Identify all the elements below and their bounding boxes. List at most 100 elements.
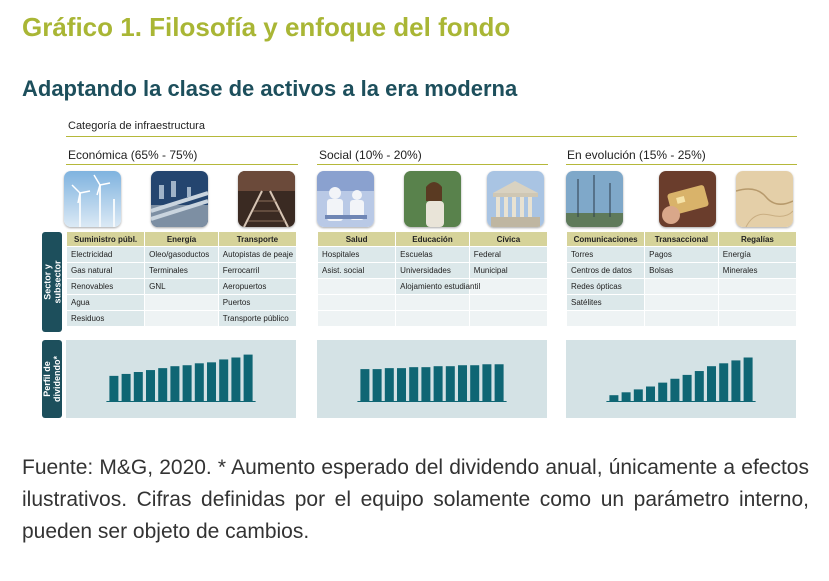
column-header: Comunicaciones: [567, 232, 645, 246]
subsector-cell: Renovables: [67, 279, 145, 294]
civic-building-photo: [487, 171, 544, 227]
column-header: Suministro públ.: [67, 232, 145, 246]
column-header: Transaccional: [645, 232, 718, 246]
dividend-bar: [621, 392, 631, 401]
dividend-bar: [482, 364, 492, 401]
column-header: Regalías: [718, 232, 796, 246]
dividend-bar: [445, 366, 455, 401]
table-row: Torres Pagos Energía: [567, 247, 796, 262]
group-title-economica: Económica (65% - 75%): [68, 148, 198, 162]
subsector-cell: Universidades: [396, 263, 469, 278]
subsector-cell: Agua: [67, 295, 145, 310]
dividend-bar: [421, 367, 431, 401]
subsector-cell: Bolsas: [645, 263, 718, 278]
subsector-cell: [318, 295, 396, 310]
subsector-cell: [567, 311, 645, 326]
dividend-bar: [494, 364, 504, 401]
dividend-panel-economica: [66, 340, 296, 418]
subsector-cell: Municipal: [469, 263, 547, 278]
table-row: Redes ópticas: [567, 279, 796, 294]
subsector-cell: [645, 279, 718, 294]
table-row: [567, 311, 796, 326]
table-row: Gas natural Terminales Ferrocarril: [67, 263, 296, 278]
dividend-bar: [409, 367, 419, 401]
source-footnote: Fuente: M&G, 2020. * Aumento esperado de…: [22, 456, 809, 543]
dividend-bar: [433, 366, 443, 401]
dividend-bar: [646, 386, 655, 401]
subsector-cell: [318, 311, 396, 326]
dividend-bar: [682, 374, 692, 401]
dividend-bar: [109, 375, 119, 401]
table-row: Alojamiento estudiantil: [318, 279, 547, 294]
dividend-bar: [397, 368, 406, 401]
subsector-cell: Aeropuertos: [218, 279, 296, 294]
subsector-cell: [396, 295, 469, 310]
subsector-cell: [718, 311, 796, 326]
dividend-bar: [158, 368, 168, 401]
column-header: Transporte: [218, 232, 296, 246]
table-row: [318, 295, 547, 310]
dividend-bar: [694, 371, 704, 401]
subsector-cell: [718, 295, 796, 310]
dividend-bar: [360, 369, 370, 401]
chart-title: Gráfico 1. Filosofía y enfoque del fondo: [22, 12, 511, 42]
subsector-cell: Autopistas de peaje: [218, 247, 296, 262]
group-rule-economica: [66, 164, 298, 165]
group-title-evolucion: En evolución (15% - 25%): [567, 148, 706, 162]
subsector-cell: [145, 295, 218, 310]
dividend-bar: [372, 369, 382, 401]
subsector-cell: [718, 279, 796, 294]
subsector-cell: Terminales: [145, 263, 218, 278]
sector-table-evolucion: Comunicaciones Transaccional Regalías Torre…: [566, 231, 797, 327]
group-rule-evolucion: [566, 164, 797, 165]
subsector-cell: [645, 295, 718, 310]
subsector-cell: Pagos: [645, 247, 718, 262]
dividend-bar: [207, 362, 216, 401]
dividend-bar: [670, 378, 680, 401]
dividend-bar: [743, 357, 753, 401]
subsector-cell: Minerales: [718, 263, 796, 278]
subsector-cell: [469, 311, 547, 326]
dividend-bar: [182, 365, 192, 401]
classroom-photo: [404, 171, 461, 227]
subsector-cell: Asist. social: [318, 263, 396, 278]
chart-subtitle: Adaptando la clase de activos a la era m…: [22, 76, 518, 101]
dividend-chart-social: [357, 364, 507, 402]
subsector-cell: Electricidad: [67, 247, 145, 262]
dividend-chart-economica: [106, 354, 256, 402]
dividend-panel-evolucion: [566, 340, 796, 418]
dividend-bar: [133, 372, 143, 401]
dividend-bar: [658, 382, 668, 401]
dividend-bar: [633, 389, 643, 401]
table-row: Centros de datos Bolsas Minerales: [567, 263, 796, 278]
column-header: Cívica: [469, 232, 547, 246]
subsector-cell: Satélites: [567, 295, 645, 310]
dividend-side-label: Perfil de dividendo*: [42, 340, 62, 418]
subsector-cell: [396, 311, 469, 326]
sector-table-economica: Suministro públ. Energía Transporte Electri…: [66, 231, 297, 327]
table-row: Asist. social Universidades Municipal: [318, 263, 547, 278]
dividend-bar: [121, 373, 131, 401]
column-header: Educación: [396, 232, 469, 246]
subsector-cell: [469, 295, 547, 310]
dividend-bar: [219, 359, 229, 401]
dividend-bar: [231, 357, 241, 401]
dividend-bar: [609, 395, 619, 401]
subsector-cell: Ferrocarril: [218, 263, 296, 278]
table-row: Satélites: [567, 295, 796, 310]
dividend-bar: [194, 363, 204, 401]
subsector-cell: Energía: [718, 247, 796, 262]
dividend-bar: [170, 366, 180, 401]
subsector-cell: Hospitales: [318, 247, 396, 262]
group-title-social: Social (10% - 20%): [319, 148, 422, 162]
column-header: Salud: [318, 232, 396, 246]
dividend-bar: [731, 360, 741, 401]
subsector-cell: [469, 279, 547, 294]
subsector-cell: Oleo/gasoductos: [145, 247, 218, 262]
group-rule-social: [317, 164, 548, 165]
hospital-photo: [317, 171, 374, 227]
railway-photo: [238, 171, 295, 227]
sector-table-social: Salud Educación Cívica Hospitales Escuelas Fe…: [317, 231, 548, 327]
subsector-cell: Transporte público: [218, 311, 296, 326]
subsector-cell: Centros de datos: [567, 263, 645, 278]
